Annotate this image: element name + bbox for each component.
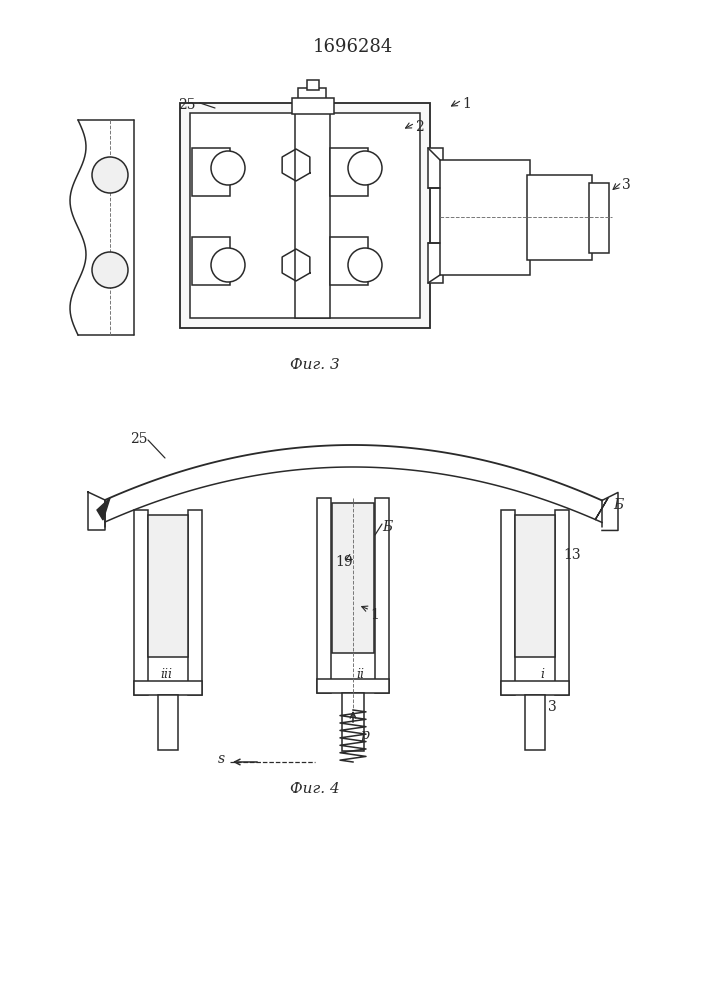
Text: 3: 3 [622,178,631,192]
Bar [180,103,430,328]
Text: Б: Б [613,498,624,512]
Bar [589,183,609,253]
Bar [342,693,364,751]
Bar [307,80,319,90]
Text: ii: ii [356,668,364,681]
Circle shape [92,252,128,288]
Text: 1: 1 [462,97,471,111]
Bar [375,498,389,693]
Text: Б: Б [382,520,392,534]
Text: 19: 19 [335,555,353,569]
Bar [158,695,178,750]
Circle shape [92,157,128,193]
Text: 1: 1 [370,608,379,622]
Text: i: i [540,668,544,681]
Text: 3: 3 [548,700,556,714]
Bar [292,98,334,114]
Text: 25: 25 [178,98,196,112]
Polygon shape [97,498,110,520]
Text: iii: iii [160,668,172,681]
Bar [134,681,202,695]
Bar [330,148,368,196]
Bar [148,515,188,657]
Bar [428,243,443,283]
Text: p: p [360,728,369,742]
Bar [192,148,230,196]
Bar [317,498,331,693]
Bar [134,510,148,695]
Text: 13: 13 [563,548,580,562]
Bar [298,88,326,104]
Bar [190,113,420,318]
Bar [525,695,545,750]
Bar [330,237,368,285]
Bar [501,681,569,695]
Bar [527,175,592,260]
Bar [295,108,330,318]
Text: 25: 25 [130,432,148,446]
Bar [440,160,530,275]
Bar [332,503,374,653]
Polygon shape [595,498,608,520]
Bar [555,510,569,695]
Text: 2: 2 [415,120,423,134]
Bar [317,679,389,693]
Bar [515,515,555,657]
Bar [188,510,202,695]
Bar [192,237,230,285]
Text: Фиг. 3: Фиг. 3 [290,358,340,372]
Circle shape [211,248,245,282]
Circle shape [348,151,382,185]
Text: s: s [218,752,225,766]
Text: 1696284: 1696284 [313,38,393,56]
Text: Фиг. 4: Фиг. 4 [290,782,340,796]
Circle shape [348,248,382,282]
Bar [501,510,515,695]
Circle shape [211,151,245,185]
Bar [428,148,443,188]
